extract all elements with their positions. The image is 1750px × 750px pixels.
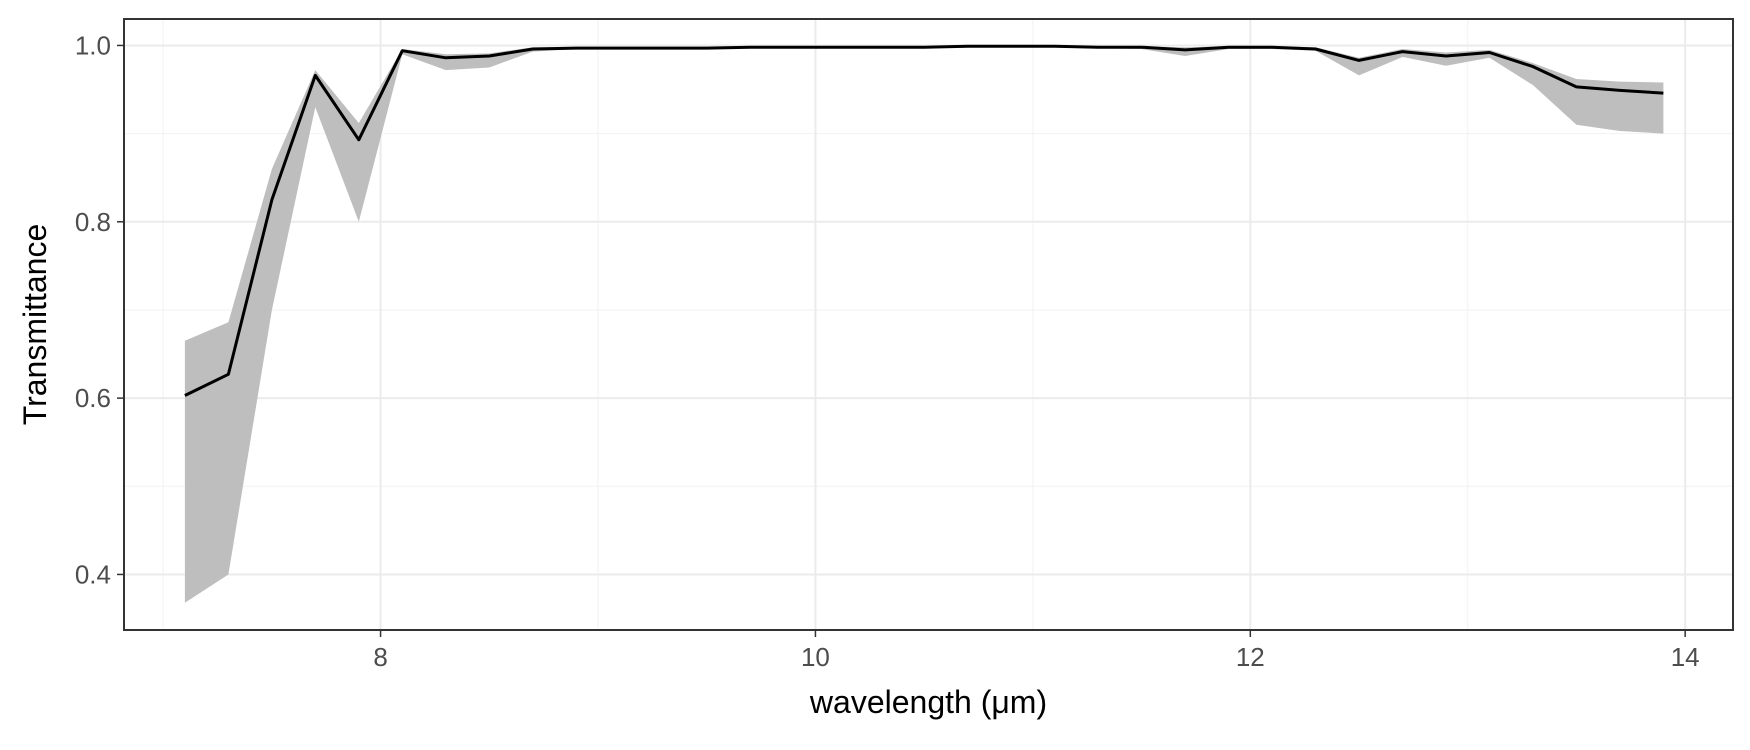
confidence-band (184, 45, 1664, 603)
transmittance-line (184, 44, 1664, 397)
y-tick-label: 1.0 (75, 30, 111, 60)
confidence-band-layer (184, 45, 1664, 603)
x-tick-label: 10 (801, 642, 830, 672)
major-gridlines (124, 19, 1733, 630)
y-tick-label: 0.8 (75, 207, 111, 237)
y-tick-label: 0.6 (75, 383, 111, 413)
y-axis-title: Transmittance (17, 224, 53, 426)
x-tick-label: 8 (373, 642, 387, 672)
minor-gridlines (124, 19, 1733, 630)
x-tick-label: 14 (1671, 642, 1700, 672)
x-axis-ticks: 8 10 12 14 (373, 630, 1700, 672)
x-axis-title: wavelength (μm) (809, 684, 1047, 720)
panel-border (123, 18, 1734, 631)
y-tick-label: 0.4 (75, 559, 111, 589)
series-line-layer (184, 44, 1664, 397)
x-tick-label: 12 (1236, 642, 1265, 672)
y-axis-ticks: 0.4 0.6 0.8 1.0 (75, 30, 124, 589)
